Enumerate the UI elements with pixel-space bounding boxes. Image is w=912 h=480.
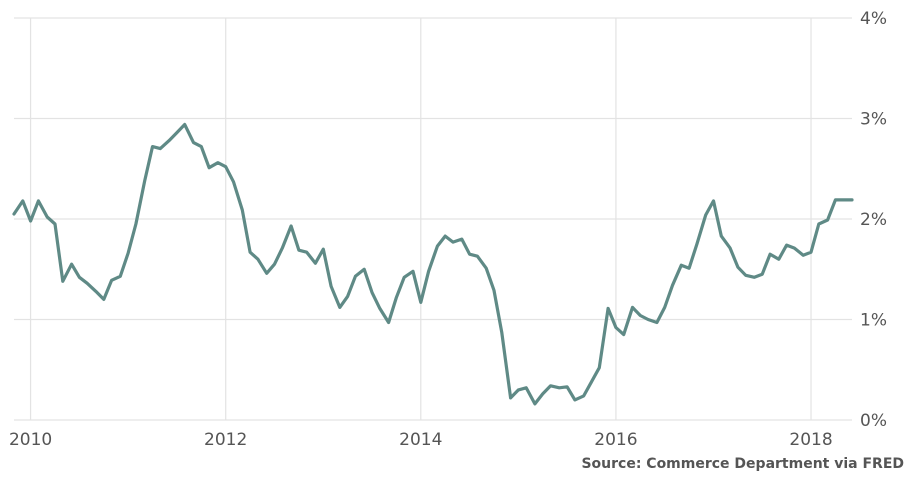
x-tick-label: 2018 [789, 430, 832, 450]
series-line [12, 122, 854, 406]
y-tick-label: 1% [860, 311, 887, 331]
x-tick-label: 2016 [594, 430, 637, 450]
grid-lines [14, 17, 852, 421]
y-tick-label: 0% [860, 411, 887, 431]
y-tick-label: 2% [860, 210, 887, 230]
y-axis-tick-labels: 0% 1% 2% 3% 4% [860, 9, 887, 431]
x-tick-label: 2014 [399, 430, 442, 450]
x-tick-label: 2012 [204, 430, 247, 450]
x-tick-label: 2010 [9, 430, 52, 450]
plot-area [12, 122, 854, 406]
x-axis-tick-labels: 2010 2012 2014 2016 2018 [9, 430, 833, 450]
y-tick-label: 4% [860, 9, 887, 29]
source-note: Source: Commerce Department via FRED [581, 456, 904, 472]
y-tick-label: 3% [860, 110, 887, 130]
